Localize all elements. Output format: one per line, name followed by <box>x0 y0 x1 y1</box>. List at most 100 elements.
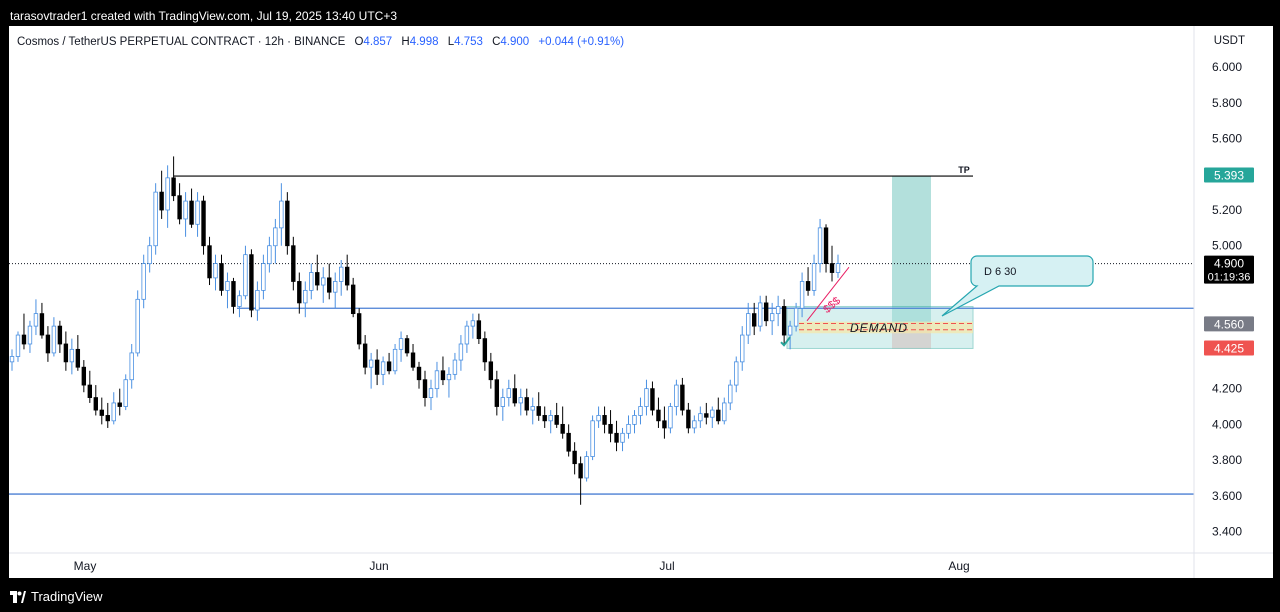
candle-body <box>27 325 33 345</box>
candle-body <box>494 379 500 407</box>
candle <box>584 451 589 482</box>
candle-body <box>183 200 188 220</box>
candle-body <box>69 348 75 363</box>
x-tick-label: Jun <box>369 559 388 573</box>
candle-body <box>746 313 751 336</box>
candle <box>333 272 338 309</box>
levels <box>9 175 1194 495</box>
candle-body <box>159 191 164 211</box>
candle <box>386 352 392 375</box>
candle <box>249 249 254 318</box>
candle <box>698 406 703 428</box>
candle <box>644 379 649 416</box>
candle <box>775 295 781 327</box>
price-label: 5.393 <box>1204 167 1254 183</box>
price-label-bg <box>1204 255 1254 284</box>
y-tick-label: 3.800 <box>1212 453 1242 467</box>
candle-body <box>548 415 553 422</box>
candle-body <box>722 402 727 422</box>
candle <box>159 170 164 219</box>
candle-body <box>309 272 314 291</box>
axes: 6.000 5.800 5.600 5.200 5.000 4.200 4.000 3.800… <box>9 26 1273 578</box>
currency-label[interactable]: USDT <box>1213 35 1245 47</box>
candle <box>285 192 290 255</box>
candle-body <box>488 361 494 381</box>
candle <box>57 320 63 353</box>
candle <box>704 402 709 425</box>
tradingview-logo[interactable]: TradingView <box>10 589 103 604</box>
candle-body <box>422 379 428 398</box>
candle-body <box>321 277 326 286</box>
candle <box>524 388 529 416</box>
candle-body <box>87 384 93 398</box>
tradingview-logo-icon <box>10 590 26 603</box>
candle-body <box>33 313 39 327</box>
candle-body <box>434 370 440 390</box>
candle <box>554 402 559 428</box>
symbol-title[interactable]: Cosmos / TetherUS PERPETUAL CONTRACT · 1… <box>17 36 346 48</box>
candle-body <box>374 359 380 375</box>
candle <box>362 335 368 375</box>
price-label-bg <box>1204 340 1254 356</box>
candle <box>279 183 284 246</box>
candle-body <box>297 281 302 304</box>
candle-body <box>596 415 601 422</box>
candle-body <box>213 263 218 279</box>
candle <box>805 267 811 296</box>
candle-body <box>15 334 21 357</box>
candle <box>243 245 248 300</box>
y-tick-label: 4.200 <box>1212 382 1242 396</box>
candle <box>548 410 553 434</box>
candle-body <box>757 302 763 327</box>
candle-body <box>279 200 284 229</box>
candle-body <box>644 388 649 407</box>
candle-body <box>638 406 643 416</box>
candle-body <box>704 413 709 418</box>
candle-body <box>362 343 368 368</box>
candle-body <box>476 320 482 340</box>
candle-body <box>608 423 613 434</box>
candle <box>189 188 194 228</box>
candle-body <box>201 200 206 247</box>
candle <box>686 402 691 434</box>
candle-body <box>267 245 272 264</box>
candle <box>123 374 128 411</box>
candle-body <box>105 415 110 422</box>
candle <box>494 370 500 416</box>
candle-body <box>560 423 565 434</box>
candle <box>315 254 320 291</box>
price-label-text: 4.425 <box>1214 341 1244 355</box>
candle-body <box>243 254 248 297</box>
candle-body <box>333 281 338 293</box>
candle <box>51 317 57 357</box>
candle <box>787 320 793 350</box>
close-value: 4.900 <box>500 36 530 48</box>
candle-body <box>716 409 721 422</box>
symbol-header[interactable]: Cosmos / TetherUS PERPETUAL CONTRACT · 1… <box>17 36 624 48</box>
candle <box>614 420 619 452</box>
candle <box>578 456 583 505</box>
candle <box>87 370 93 403</box>
candle <box>21 313 27 350</box>
close-label: C <box>492 36 501 48</box>
candle-body <box>249 254 254 311</box>
candle <box>344 254 350 291</box>
candle-body <box>117 402 122 407</box>
candle-body <box>458 343 464 361</box>
candle <box>171 156 176 202</box>
candle-body <box>482 338 488 363</box>
candle-body <box>261 263 266 291</box>
candle <box>746 302 751 344</box>
candle-body <box>21 334 27 345</box>
candle-body <box>57 325 63 345</box>
candle-body <box>111 402 116 422</box>
candle <box>596 406 601 428</box>
candle <box>117 388 122 416</box>
chart-frame[interactable]: TP DEMAND $$$ D 6 30 6.000 5.800 5.600 5.200 5.… <box>9 26 1273 578</box>
candle-body <box>500 397 506 407</box>
tp-label: TP <box>958 165 970 175</box>
candle <box>428 379 434 411</box>
candle <box>15 331 21 362</box>
candle-body <box>428 388 434 398</box>
